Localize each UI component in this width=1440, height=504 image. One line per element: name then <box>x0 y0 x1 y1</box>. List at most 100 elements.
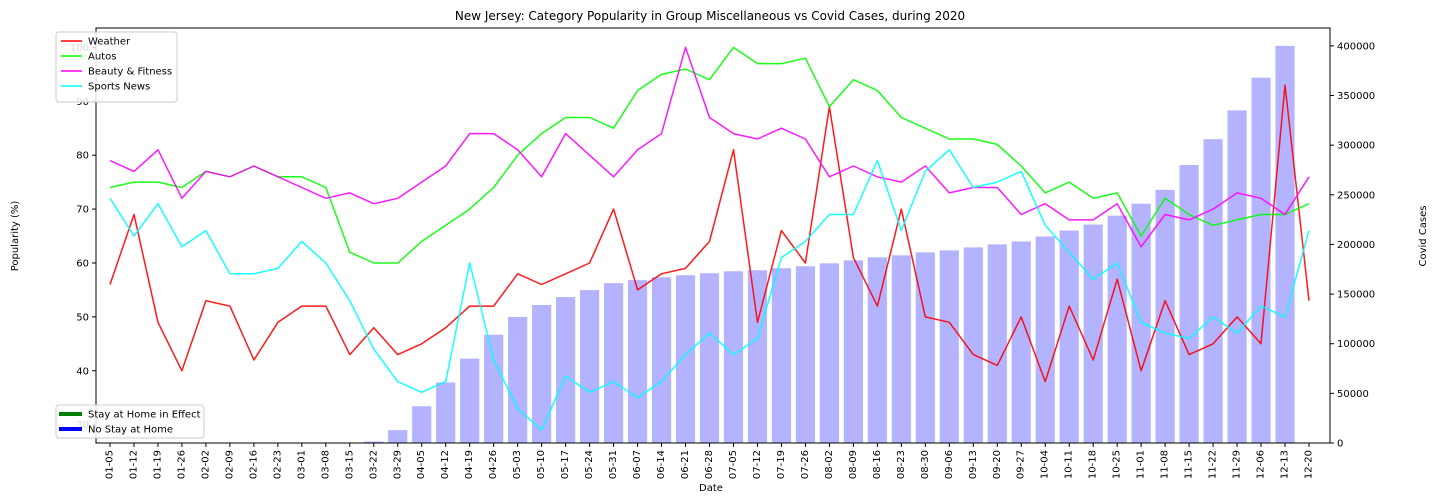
covid-bar-11-01 <box>1131 203 1151 443</box>
covid-bar-08-16 <box>867 257 887 443</box>
x-tick-label: 09-20 <box>992 450 1003 479</box>
covid-bar-04-12 <box>436 382 456 443</box>
x-tick-label: 02-16 <box>248 450 259 479</box>
x-tick-label: 12-13 <box>1280 450 1291 479</box>
covid-bar-05-31 <box>603 283 624 443</box>
y-tick-label: 50 <box>76 312 89 323</box>
x-tick-label: 07-05 <box>728 450 739 479</box>
covid-bar-08-09 <box>843 260 863 443</box>
legend-series-box <box>55 31 178 103</box>
plot-area <box>95 27 1331 444</box>
x-tick-label: 02-23 <box>272 450 283 479</box>
covid-bar-08-23 <box>891 255 911 443</box>
covid-bar-06-07 <box>627 280 648 443</box>
legend-entry: Autos <box>88 52 116 63</box>
covid-bar-07-26 <box>795 266 816 443</box>
covid-bar-04-26 <box>484 334 504 443</box>
x-tick-label: 04-19 <box>464 450 475 479</box>
covid-bar-11-15 <box>1179 165 1199 443</box>
y2-tick-label: 250000 <box>1337 190 1375 201</box>
x-tick-label: 05-24 <box>584 450 595 479</box>
covid-bar-07-19 <box>771 268 792 443</box>
y2-tick-label: 150000 <box>1337 290 1375 301</box>
legend-stay-at-home: Stay at Home in Effect No Stay at Home <box>55 404 205 439</box>
y2-tick-label: 400000 <box>1337 41 1375 52</box>
x-tick-label: 01-05 <box>105 450 116 479</box>
y2-tick-label: 100000 <box>1337 339 1375 350</box>
x-tick-label: 10-18 <box>1088 450 1099 479</box>
covid-bar-04-05 <box>412 406 432 443</box>
x-tick-label: 03-22 <box>368 450 379 479</box>
covid-bar-11-29 <box>1227 110 1247 444</box>
covid-bar-09-06 <box>939 250 959 443</box>
chart-title: New Jersey: Category Popularity in Group… <box>455 9 965 23</box>
y2-tick-label: 350000 <box>1337 91 1375 102</box>
x-tick-label: 02-09 <box>224 450 235 479</box>
x-tick-label: 08-30 <box>920 450 931 479</box>
y2-tick-label: 0 <box>1337 439 1343 450</box>
x-tick-label: 05-17 <box>560 450 571 479</box>
series-line-weather <box>109 84 1310 383</box>
x-tick-label: 05-03 <box>512 450 523 479</box>
y-axis-right: 0 50000 100000 150000 200000 250000 300000 3500… <box>1330 41 1375 450</box>
x-tick-label: 11-01 <box>1136 450 1147 479</box>
x-tick-label: 05-10 <box>536 450 547 479</box>
legend-entry: Stay at Home in Effect <box>88 410 201 421</box>
x-tick-label: 11-29 <box>1232 450 1243 479</box>
x-tick-label: 12-06 <box>1256 450 1267 479</box>
x-tick-label: 01-12 <box>128 450 139 479</box>
series-line-sports-news <box>109 149 1310 431</box>
covid-bar-10-25 <box>1107 215 1127 443</box>
y-tick-label: 40 <box>76 366 89 377</box>
x-tick-label: 09-13 <box>968 450 979 479</box>
legend-entry: Sports News <box>88 82 150 93</box>
x-tick-label: 08-23 <box>896 450 907 479</box>
covid-bar-08-02 <box>819 263 839 443</box>
x-tick-label: 06-07 <box>632 450 643 479</box>
covid-bar-09-27 <box>1011 241 1031 443</box>
x-tick-label: 10-04 <box>1040 450 1051 479</box>
x-tick-label: 11-15 <box>1184 450 1195 479</box>
x-tick-label: 03-01 <box>296 450 307 479</box>
covid-bar-11-22 <box>1203 139 1223 443</box>
series-line-beauty-fitness <box>109 46 1310 248</box>
x-tick-label: 04-05 <box>416 450 427 479</box>
covid-bar-05-03 <box>508 316 528 443</box>
covid-bar-10-11 <box>1059 230 1079 443</box>
series-line-autos <box>109 46 1310 264</box>
y-tick-label: 80 <box>76 151 89 162</box>
x-tick-label: 03-29 <box>392 450 403 479</box>
x-tick-label: 06-28 <box>704 450 715 479</box>
x-tick-label: 09-27 <box>1016 450 1027 479</box>
covid-bar-06-28 <box>699 273 720 443</box>
x-tick-label: 06-14 <box>656 450 667 479</box>
x-tick-label: 10-25 <box>1112 450 1123 479</box>
x-tick-label: 08-02 <box>824 450 835 479</box>
x-tick-label: 05-31 <box>608 450 619 479</box>
series-lines <box>109 46 1310 431</box>
y2-tick-label: 300000 <box>1337 141 1375 152</box>
covid-bar-06-14 <box>651 277 672 443</box>
covid-bar-05-17 <box>556 297 576 443</box>
covid-bar-09-20 <box>987 244 1007 443</box>
covid-bar-12-13 <box>1275 45 1295 443</box>
legend-entry: No Stay at Home <box>88 425 173 436</box>
covid-bar-11-08 <box>1155 189 1175 443</box>
y2-axis-label: Covid Cases <box>1418 205 1429 266</box>
covid-bar-08-30 <box>915 252 935 443</box>
x-tick-label: 04-12 <box>440 450 451 479</box>
covid-bar-03-22 <box>364 441 384 443</box>
y-axis-label: Popularity (%) <box>10 201 21 272</box>
y-tick-label: 60 <box>76 258 89 269</box>
legend-entry: Beauty & Fitness <box>88 67 172 78</box>
x-tick-label: 11-22 <box>1208 450 1219 479</box>
covid-bar-12-06 <box>1251 77 1271 444</box>
x-tick-label: 09-06 <box>944 450 955 479</box>
x-tick-label: 07-19 <box>776 450 787 479</box>
x-tick-label: 02-02 <box>200 450 211 479</box>
legend-stay-box <box>55 404 205 439</box>
x-tick-label: 01-19 <box>152 450 163 479</box>
x-tick-label: 07-26 <box>800 450 811 479</box>
x-tick-label: 08-16 <box>872 450 883 479</box>
